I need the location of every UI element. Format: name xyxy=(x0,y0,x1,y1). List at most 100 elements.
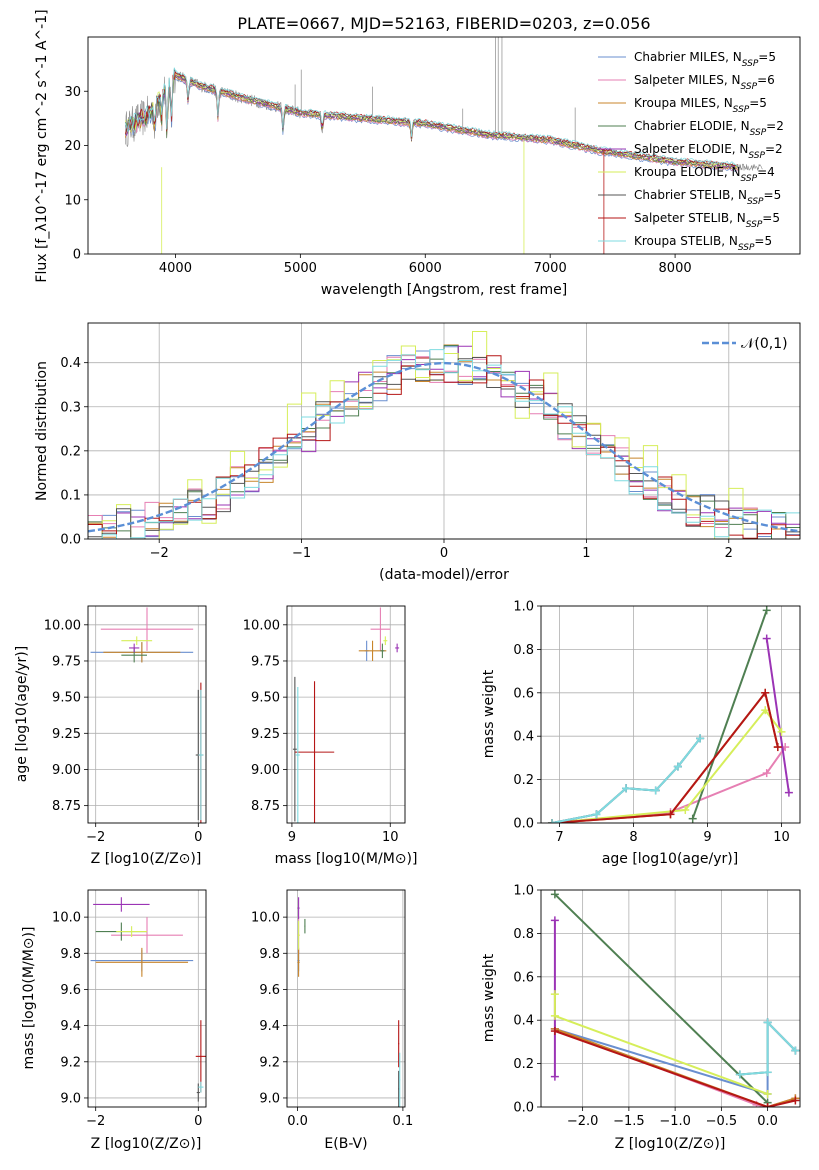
y-tick-label: 8.75 xyxy=(52,799,81,814)
legend-sep: , N xyxy=(732,142,749,156)
x-tick-label: 9 xyxy=(703,830,711,845)
legend-nssp: 2 xyxy=(776,119,784,133)
y-tick-label: 30 xyxy=(64,85,81,100)
legend-nssp: 5 xyxy=(772,211,780,225)
y-tick-label: 10.00 xyxy=(44,618,81,633)
legend-label: Kroupa STELIB, NSSP=5 xyxy=(634,234,772,253)
legend-nssp: 5 xyxy=(759,96,767,110)
x-tick-label: −2.0 xyxy=(567,1114,599,1129)
chart-spectrum: 4000 5000 6000 7000 8000 0 10 20 30 Chabrier MILE… xyxy=(64,36,801,276)
legend-model: Salpeter ELODIE xyxy=(634,142,732,156)
series-line-salpeter-stelib xyxy=(554,1030,796,1107)
y-tick-label: 9.50 xyxy=(52,691,81,706)
x-tick-label: 0 xyxy=(194,1114,202,1129)
legend-sep: , N xyxy=(730,188,747,202)
x-tick-label: 0.1 xyxy=(393,1114,414,1129)
x-tick-label: 0.0 xyxy=(757,1114,778,1129)
x-axis-label: E(B-V) xyxy=(324,1136,367,1152)
model-spectrum-kroupa-stelib xyxy=(125,67,738,166)
legend-sub: SSP xyxy=(741,174,758,184)
y-tick-label: 9.6 xyxy=(259,983,280,998)
legend-sep: , N xyxy=(716,96,733,110)
axes-frame xyxy=(87,605,207,824)
x-axis-label: age [log10(age/yr)] xyxy=(602,851,738,867)
y-axis-label: age [log10(age/yr)] xyxy=(14,646,30,782)
y-tick-label: 0.6 xyxy=(513,970,534,985)
x-axis-label: (data-model)/error xyxy=(379,567,509,583)
legend-label: Kroupa MILES, NSSP=5 xyxy=(634,96,767,115)
legend-label: Salpeter MILES, NSSP=6 xyxy=(634,73,775,92)
y-tick-label: 10.00 xyxy=(243,618,280,633)
series-line-salpeter-stelib xyxy=(552,691,779,823)
legend-sub: SSP xyxy=(742,59,759,69)
legend-model: Kroupa ELODIE xyxy=(634,165,724,179)
y-tick-label: 10.0 xyxy=(251,911,280,926)
x-tick-label: 0.0 xyxy=(287,1114,308,1129)
legend-label: 𝒩(0,1) xyxy=(741,336,788,352)
y-tick-label: 0.4 xyxy=(513,1014,534,1029)
series-line-kroupa-miles xyxy=(552,691,779,823)
legend-label: Chabrier ELODIE, NSSP=2 xyxy=(634,119,784,138)
chart-mass-weight-vs-age: 7 8 9 10 0.0 0.2 0.4 0.6 0.8 1.0 xyxy=(513,600,801,845)
y-tick-label: 8.75 xyxy=(251,799,280,814)
axes-frame xyxy=(87,889,207,1108)
y-tick-label: 9.25 xyxy=(251,727,280,742)
legend-label: Chabrier MILES, NSSP=5 xyxy=(634,50,776,69)
legend-model: Chabrier MILES xyxy=(634,50,725,64)
legend-sub: SSP xyxy=(748,151,765,161)
x-axis-label: wavelength [Angstrom, rest frame] xyxy=(321,282,567,298)
y-tick-label: 10.0 xyxy=(52,911,81,926)
legend-model: Kroupa MILES xyxy=(634,96,716,110)
y-tick-label: 9.75 xyxy=(52,654,81,669)
legend-sub: SSP xyxy=(738,243,755,253)
legend-eq: = xyxy=(758,50,768,64)
x-axis-label: Z [log10(Z/Z⊙)] xyxy=(91,851,202,867)
axes-frame xyxy=(87,36,801,255)
x-tick-label: 6000 xyxy=(409,261,442,276)
axes-frame xyxy=(87,322,801,540)
histogram-salpeter-stelib xyxy=(88,355,800,539)
y-tick-label: 0.0 xyxy=(513,1101,534,1116)
axes-frame xyxy=(286,605,406,824)
y-tick-label: 20 xyxy=(64,139,81,154)
legend-model: Chabrier STELIB xyxy=(634,188,730,202)
x-tick-label: 4000 xyxy=(159,261,192,276)
legend-sep: , N xyxy=(724,73,741,87)
x-axis-label: Z [log10(Z/Z⊙)] xyxy=(615,1136,726,1152)
legend-nssp: 6 xyxy=(767,73,775,87)
x-tick-label: 0 xyxy=(440,546,448,561)
y-tick-label: 0.4 xyxy=(513,730,534,745)
y-tick-label: 0.3 xyxy=(60,400,81,415)
x-tick-label: 5000 xyxy=(284,261,317,276)
plot-area xyxy=(90,897,206,1102)
legend-sub: SSP xyxy=(747,197,764,207)
plot-area xyxy=(90,607,204,823)
legend-sub: SSP xyxy=(733,105,750,115)
y-axis-label: mass weight xyxy=(481,669,497,758)
y-axis-label: Normed distribution xyxy=(34,361,50,501)
axes-frame xyxy=(286,889,406,1108)
legend-eq: = xyxy=(757,73,767,87)
legend-eq: = xyxy=(754,234,764,248)
model-spectrum-salpeter-stelib xyxy=(125,71,738,166)
y-tick-label: 9.75 xyxy=(251,654,280,669)
y-tick-label: 9.00 xyxy=(251,763,280,778)
y-tick-label: 0.8 xyxy=(513,927,534,942)
y-tick-label: 0.0 xyxy=(60,533,81,548)
y-tick-label: 9.00 xyxy=(52,763,81,778)
chart-age-vs-mass: 9 10 8.75 9.00 9.25 9.50 9.75 10.00 xyxy=(243,605,406,845)
chart-age-vs-Z: −2 0 8.75 9.00 9.25 9.50 9.75 10.00 xyxy=(44,605,207,845)
legend-eq: = xyxy=(765,142,775,156)
x-tick-label: 8 xyxy=(629,830,637,845)
chart-mass-weight-vs-Z: −2.0 −1.5 −1.0 −0.5 0.0 0.0 0.2 0.4 0.6 0.8 1.0 xyxy=(513,884,801,1129)
legend-nssp: 5 xyxy=(774,188,782,202)
y-tick-label: 0.2 xyxy=(513,1057,534,1072)
x-tick-label: 10 xyxy=(382,830,399,845)
x-tick-label: 2 xyxy=(725,546,733,561)
series-line-kroupa-miles xyxy=(554,1027,796,1107)
y-tick-label: 0.2 xyxy=(60,444,81,459)
y-tick-label: 9.8 xyxy=(259,947,280,962)
y-tick-label: 9.2 xyxy=(60,1055,81,1070)
plot-area xyxy=(125,37,763,254)
